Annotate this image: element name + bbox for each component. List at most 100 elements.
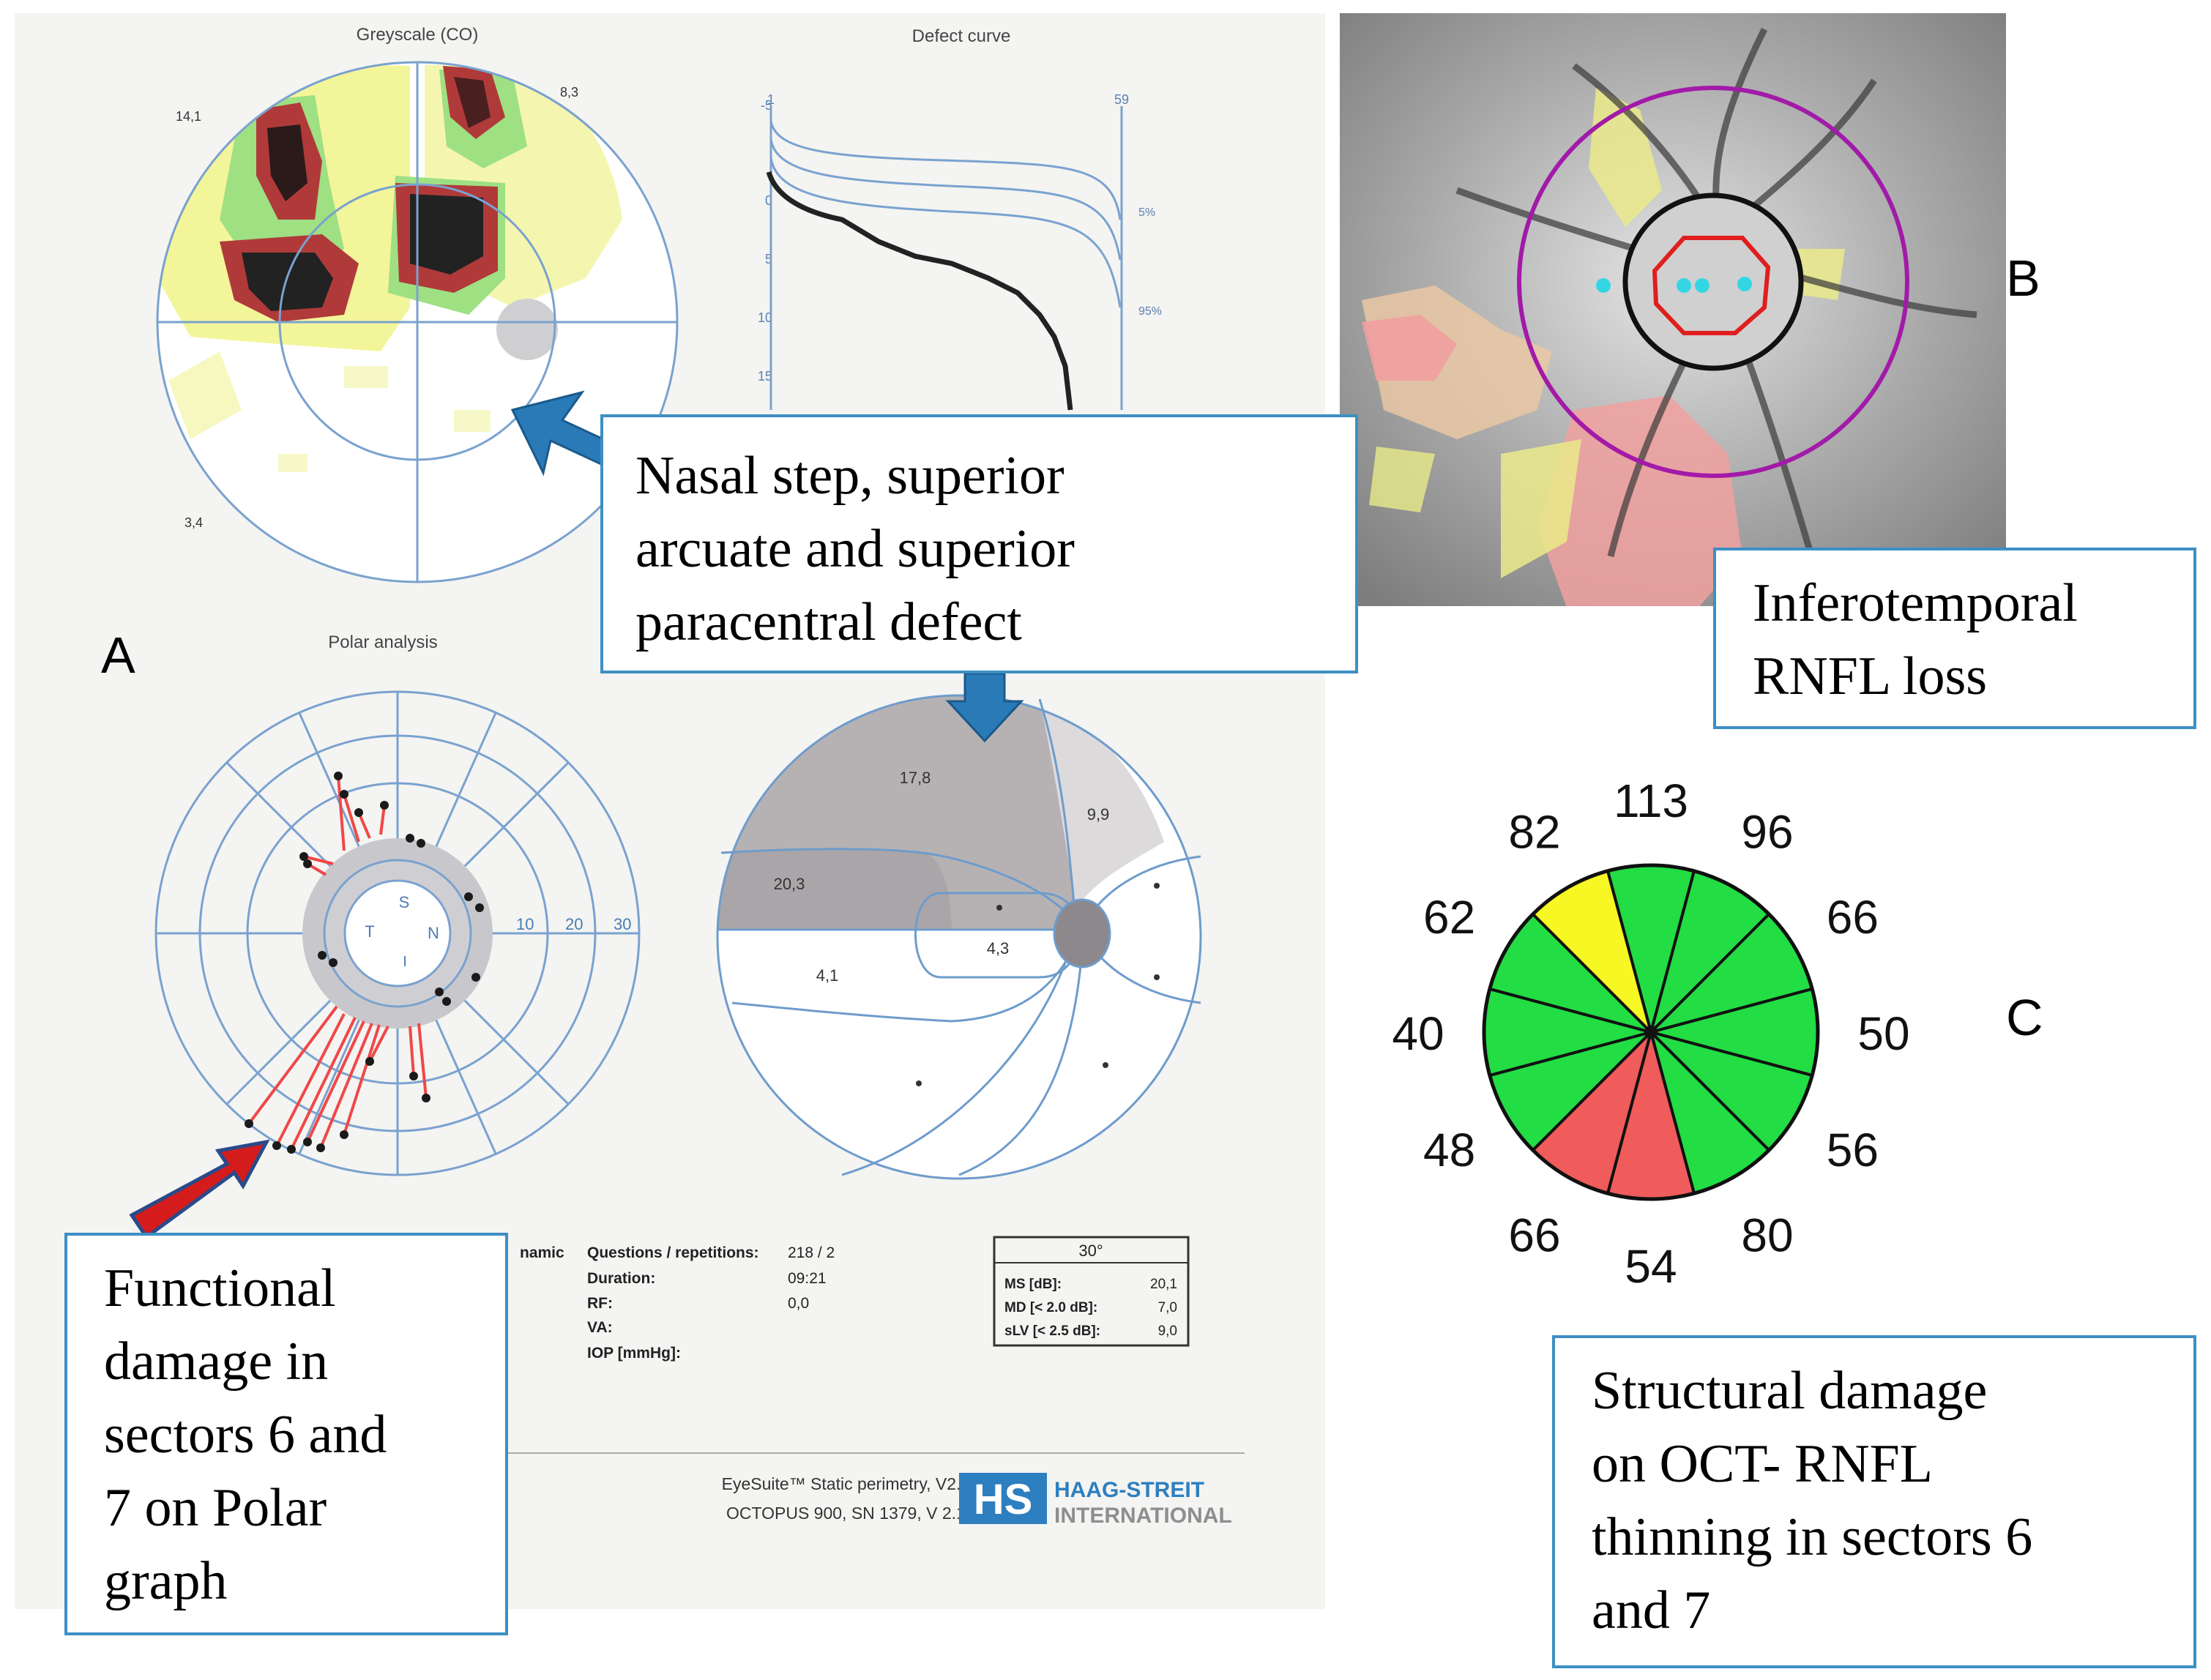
fundus-image [1340, 13, 2006, 606]
stats-header: 30° [1078, 1242, 1103, 1260]
caption-functional-line-5: graph [104, 1551, 228, 1611]
caption-functional-line-2: damage in [104, 1332, 329, 1392]
polar-scale-10: 10 [516, 915, 534, 933]
sector-label-7: 54 [1625, 1240, 1677, 1293]
corner-value-1: 14,1 [176, 109, 201, 124]
stats-box: 30° MS [dB]: MD [< 2.0 dB]: sLV [< 2.5 d… [993, 1236, 1190, 1347]
greyscale-plot: Greyscale (CO) 14,1 8,3 3,4 [156, 25, 679, 583]
defect-curve-chart: Defect curve -5 0 5 10 15 1 59 5% 95% [758, 26, 1162, 411]
panel-letter-b: B [2006, 250, 2040, 307]
corner-value-3: 3,4 [184, 515, 203, 530]
polar-letter-t: T [365, 922, 374, 941]
info-value-rf: 0,0 [788, 1295, 809, 1312]
polar-points [245, 772, 484, 1154]
cup-contour [1652, 236, 1771, 335]
caption-infero-line-1: Inferotemporal [1753, 573, 2078, 633]
cluster-value-1: 17,8 [900, 769, 931, 787]
sector-label-9: 48 [1423, 1124, 1475, 1176]
polar-letter-n: N [428, 924, 439, 942]
cluster-value-5: 4,1 [816, 966, 839, 985]
sector-label-6: 80 [1741, 1209, 1793, 1261]
cluster-value-4: 4,3 [987, 939, 1010, 957]
polar-scale-30: 30 [614, 915, 631, 933]
defect-axes [769, 106, 1123, 410]
panel-letter-c: C [2006, 989, 2043, 1046]
defect-label-95pct: 95% [1138, 305, 1162, 318]
sector-label-12: 82 [1508, 806, 1560, 859]
optic-disc [1622, 193, 1804, 371]
report-info: namic Questions / repetitions: Duration:… [520, 1244, 835, 1362]
defect-tick-1: -5 [761, 98, 772, 113]
caption-infero-line-2: RNFL loss [1753, 646, 1988, 706]
polar-letter-s: S [399, 893, 410, 911]
blue-arrow-down [945, 672, 1024, 743]
stats-value-ms: 20,1 [1150, 1277, 1177, 1292]
sector-label-4: 50 [1857, 1007, 1909, 1060]
stats-label-md: MD [< 2.0 dB]: [1004, 1300, 1097, 1315]
info-label-iop: IOP [mmHg]: [587, 1345, 681, 1362]
logo-line-1: HAAG-STREIT [1054, 1478, 1204, 1502]
stats-label-ms: MS [dB]: [1004, 1277, 1062, 1292]
sector-label-10: 40 [1392, 1007, 1444, 1060]
scan-circle [1517, 86, 1909, 478]
panel-letter-a: A [101, 627, 135, 684]
red-arrow [129, 1139, 270, 1240]
polar-analysis: Polar analysis S T N I 10 20 30 [154, 632, 641, 1176]
polar-title: Polar analysis [328, 632, 437, 652]
caption-functional-damage: Functional damage in sectors 6 and 7 on … [64, 1233, 508, 1635]
cluster-map: 17,8 9,9 20,3 4,3 4,1 [716, 694, 1202, 1180]
info-label-duration: Duration: [587, 1270, 655, 1287]
caption-nasal-line-3: paracentral defect [635, 592, 1022, 652]
greyscale-grid [156, 61, 679, 583]
caption-structural-line-2: on OCT- RNFL [1592, 1434, 1934, 1494]
caption-nasal-line-2: arcuate and superior [635, 519, 1075, 579]
info-label-rf: RF: [587, 1295, 613, 1312]
info-label-questions: Questions / repetitions: [587, 1244, 759, 1261]
polar-center [343, 879, 452, 988]
defect-curve-title: Defect curve [912, 26, 1011, 46]
stats-label-slv: sLV [< 2.5 dB]: [1004, 1324, 1100, 1339]
defect-tick-2: 0 [765, 193, 772, 208]
polar-deviation-lines [247, 775, 428, 1150]
caption-inferotemporal: Inferotemporal RNFL loss [1713, 548, 2196, 729]
cluster-dots [916, 883, 1160, 1086]
caption-structural-damage: Structural damage on OCT- RNFL thinning … [1552, 1335, 2196, 1668]
cluster-value-2: 9,9 [1087, 805, 1110, 824]
sector-chart-hub [1644, 1026, 1658, 1039]
fundus-overlay [1362, 27, 1977, 606]
sector-label-5: 56 [1827, 1124, 1879, 1176]
defect-tick-5: 15 [758, 369, 772, 384]
info-value-questions: 218 / 2 [788, 1244, 835, 1261]
caption-functional-line-3: sectors 6 and [104, 1405, 387, 1465]
info-left-fragment: namic [520, 1244, 564, 1261]
caption-functional-line-4: 7 on Polar [104, 1478, 327, 1538]
sector-chart-rim [1482, 863, 1820, 1201]
sector-label-3: 66 [1827, 891, 1879, 944]
info-value-duration: 09:21 [788, 1270, 827, 1287]
defect-tick-4: 10 [758, 310, 772, 325]
caption-structural-line-3: thinning in sectors 6 [1592, 1507, 2033, 1567]
cluster-value-3: 20,3 [774, 875, 805, 893]
stats-value-slv: 9,0 [1158, 1324, 1177, 1339]
caption-nasal-line-1: Nasal step, superior [635, 446, 1065, 506]
logo-mark: HS [974, 1476, 1033, 1523]
cluster-blind-spot [1053, 898, 1111, 968]
caption-functional-line-1: Functional [104, 1258, 336, 1318]
polar-scale-20: 20 [565, 915, 583, 933]
info-label-va: VA: [587, 1319, 613, 1336]
rnfl-sector-chart: 113 96 66 50 56 80 54 66 48 40 62 82 [1392, 774, 1909, 1293]
defect-curve-line [766, 171, 1073, 411]
greyscale-title: Greyscale (CO) [357, 25, 479, 45]
footer-line-1: EyeSuite™ Static perimetry, V2.1.0 [722, 1474, 985, 1493]
defect-top-59: 59 [1114, 92, 1129, 107]
sector-label-8: 66 [1508, 1209, 1560, 1261]
sector-label-1: 113 [1614, 774, 1688, 827]
logo-mark-box [959, 1473, 1047, 1524]
sector-label-11: 62 [1423, 891, 1475, 944]
caption-structural-line-4: and 7 [1592, 1580, 1711, 1640]
arrows [129, 390, 1024, 1240]
sector-label-2: 96 [1741, 806, 1793, 859]
caption-structural-line-1: Structural damage [1592, 1361, 1988, 1421]
defect-label-5pct: 5% [1138, 206, 1155, 219]
